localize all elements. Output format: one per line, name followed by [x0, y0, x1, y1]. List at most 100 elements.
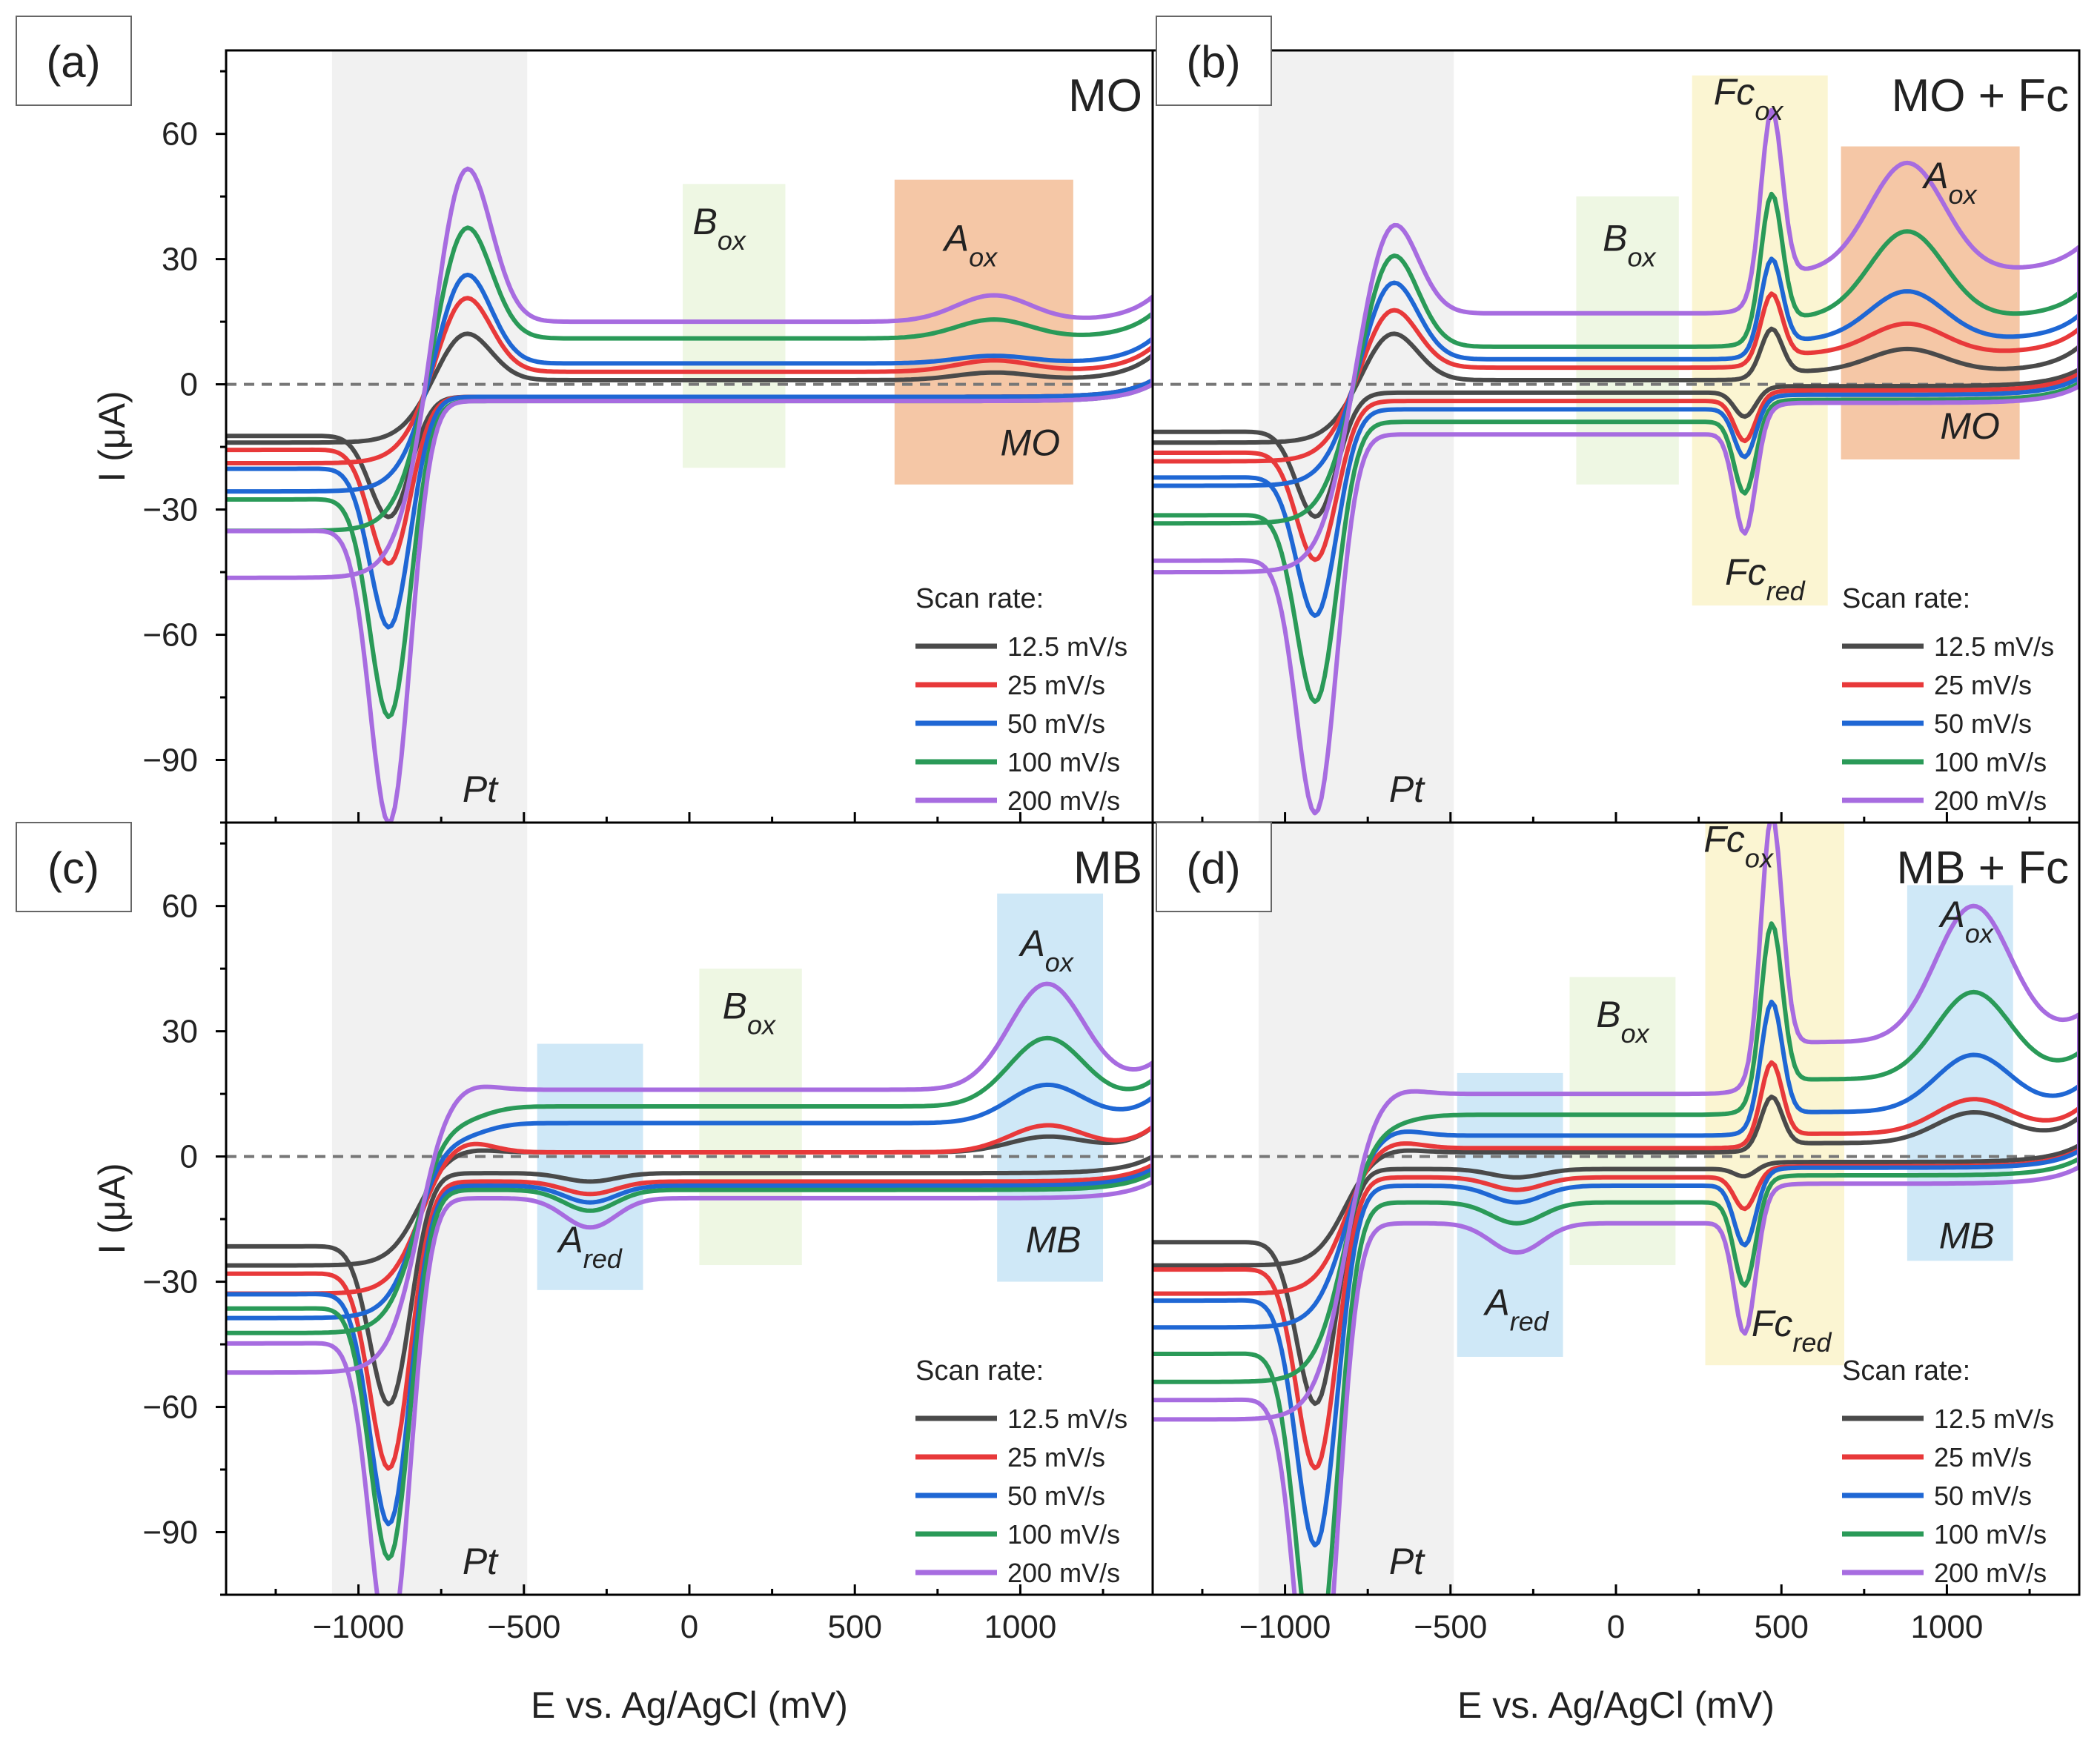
y-tick-label: −90: [142, 743, 198, 779]
legend-entry-label: 12.5 mV/s: [1934, 631, 2054, 662]
legend-entry-label: 12.5 mV/s: [1934, 1404, 2054, 1434]
legend-entry-label: 100 mV/s: [1007, 1519, 1120, 1550]
panel-letter-box: [1156, 16, 1272, 106]
y-tick-label: 0: [180, 1139, 198, 1175]
series-line-50-mv-s: [226, 272, 1153, 630]
region-fcox-box: [1705, 823, 1845, 1366]
region-aox-box: [997, 893, 1104, 1282]
panel-a: Pt Box Aox MO 60 30 0 −30 −60 −90 (a) MO Scan rate: 1…: [16, 16, 1154, 824]
legend-title: Scan rate:: [1842, 1355, 1970, 1387]
legend-entry-label: 25 mV/s: [1934, 670, 2032, 700]
y-tick-label: 30: [162, 1014, 198, 1050]
x-tick-label: 0: [680, 1609, 698, 1645]
series-line-25-mv-s: [1153, 291, 2079, 562]
series-line-100-mv-s: [1153, 191, 2079, 704]
region-layer: [331, 823, 1104, 1595]
legend-entry-label: 12.5 mV/s: [1007, 631, 1127, 662]
region-label-pt: Pt: [1389, 768, 1425, 810]
y-tick-label: 60: [162, 889, 198, 925]
region-box-box: [699, 969, 802, 1266]
region-label-mo: MO: [1940, 405, 2000, 447]
panel-title: MO: [1068, 70, 1142, 122]
region-label-pt: Pt: [463, 768, 499, 810]
panel-title: MB + Fc: [1896, 843, 2069, 894]
y-axis-title-bottom: I (μA): [91, 1163, 133, 1254]
legend-entry-label: 100 mV/s: [1934, 747, 2047, 777]
region-ared-box: [537, 1043, 643, 1290]
x-tick-label: 1000: [984, 1609, 1056, 1645]
x-tick-label: −500: [1414, 1609, 1487, 1645]
y-tick-label: −90: [142, 1515, 198, 1551]
panel-title: MO + Fc: [1892, 70, 2069, 122]
x-tick-label: −1000: [313, 1609, 405, 1645]
series-line-100-mv-s: [1153, 921, 2079, 1595]
region-label-fcred: Fcred: [1752, 1303, 1832, 1358]
y-tick-label: −60: [142, 617, 198, 654]
y-tick-label: 60: [162, 116, 198, 153]
series-line-25-mv-s: [1153, 1060, 2079, 1471]
legend-entry-label: 200 mV/s: [1934, 786, 2047, 816]
legend-entry-label: 200 mV/s: [1007, 1558, 1120, 1588]
region-label-aox: Aox: [1018, 923, 1074, 977]
region-label-aox: Aox: [1921, 155, 1978, 210]
legend-entry-label: 200 mV/s: [1934, 1558, 2047, 1588]
region-label-aox: Aox: [1938, 894, 1995, 949]
panel-letter-box: [1156, 822, 1272, 912]
y-tick-label: 0: [180, 367, 198, 403]
legend-title: Scan rate:: [1842, 583, 1970, 614]
series-line-50-mv-s: [226, 1082, 1153, 1527]
x-tick-label: 0: [1607, 1609, 1625, 1645]
y-tick-label: −30: [142, 492, 198, 528]
x-tick-label: 500: [1755, 1609, 1809, 1645]
legend-entry-label: 25 mV/s: [1007, 1442, 1105, 1472]
series-line-12-5-mv-s: [1153, 326, 2079, 519]
region-label-mb: MB: [1026, 1219, 1082, 1261]
y-tick-label: 30: [162, 242, 198, 278]
legend-entry-label: 100 mV/s: [1007, 747, 1120, 777]
series-line-50-mv-s: [1153, 256, 2079, 618]
series-line-200-mv-s: [226, 981, 1153, 1595]
panel-b: Pt Box Fcox Fcred Aox MO (b) MO + Fc Scan rate: 1…: [1151, 16, 2081, 824]
region-box-box: [683, 184, 786, 468]
legend-entry-label: 25 mV/s: [1934, 1442, 2032, 1472]
panel-letter-box: [16, 822, 132, 912]
series-line-200-mv-s: [1153, 107, 2079, 816]
region-label-ared: Ared: [556, 1219, 622, 1274]
region-label-ared: Ared: [1483, 1282, 1548, 1337]
x-axis-title-right: E vs. Ag/AgCl (mV): [1457, 1684, 1775, 1726]
region-label-fcred: Fcred: [1725, 551, 1806, 606]
legend-title: Scan rate:: [915, 1355, 1044, 1387]
panel-letter: (a): [46, 37, 100, 87]
y-tick-label: −60: [142, 1389, 198, 1426]
series-line-200-mv-s: [226, 166, 1153, 823]
region-aox-box: [1907, 885, 2013, 1261]
legend-entry-label: 50 mV/s: [1007, 1481, 1105, 1511]
region-label-fcox: Fcox: [1714, 71, 1785, 126]
legend-title: Scan rate:: [915, 583, 1044, 614]
panel-letter: (b): [1186, 37, 1240, 87]
x-tick-label: 500: [828, 1609, 882, 1645]
legend-entry-label: 25 mV/s: [1007, 670, 1105, 700]
region-box-box: [1569, 977, 1676, 1266]
legend-entry-label: 200 mV/s: [1007, 786, 1120, 816]
x-tick-label: −1000: [1239, 1609, 1331, 1645]
region-label-pt: Pt: [463, 1541, 499, 1582]
series-layer: [1153, 107, 2079, 816]
panel-title: MB: [1073, 843, 1142, 894]
series-line-200-mv-s: [1153, 823, 2079, 1595]
panel-c: Pt Ared Box Aox MB −1000 −500 0 500 1000 60 30 0 −30 −…: [16, 821, 1154, 1645]
y-axis-title-top: I (μA): [91, 391, 133, 482]
region-label-mb: MB: [1939, 1215, 1995, 1257]
region-box-box: [1576, 196, 1679, 485]
series-line-100-mv-s: [226, 1035, 1153, 1561]
series-line-25-mv-s: [226, 1123, 1153, 1471]
series-layer: [226, 981, 1153, 1595]
panel-letter-box: [16, 16, 132, 106]
panel-letter: (d): [1186, 843, 1240, 893]
region-label-mo: MO: [1001, 422, 1061, 463]
legend-entry-label: 50 mV/s: [1007, 708, 1105, 739]
region-label-box: Box: [692, 201, 746, 256]
region-label-box: Box: [723, 986, 777, 1040]
region-label-box: Box: [1596, 994, 1650, 1049]
